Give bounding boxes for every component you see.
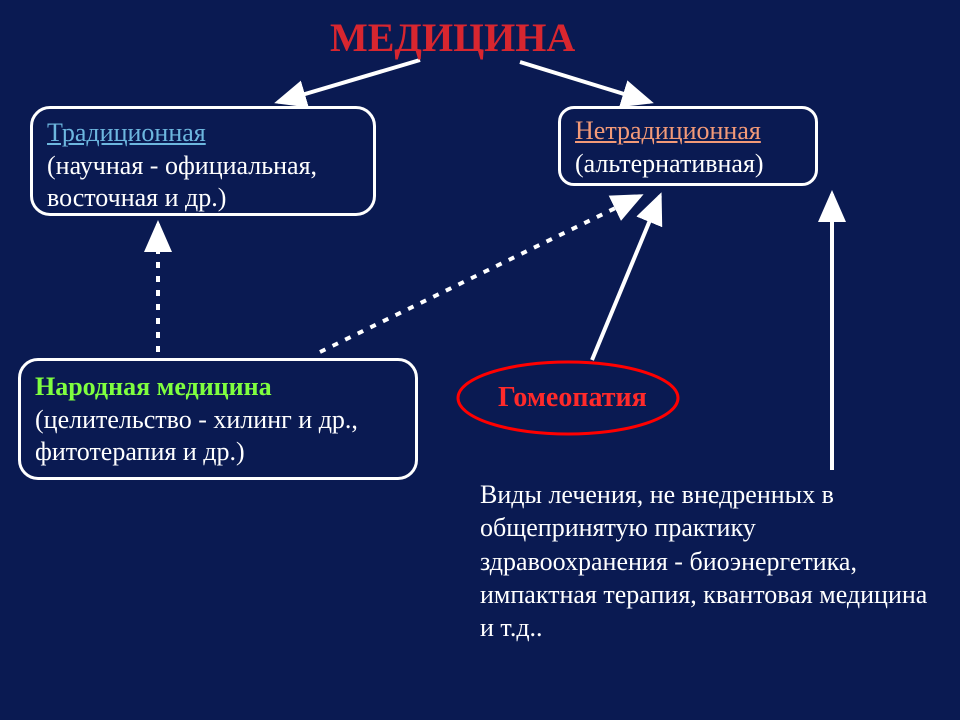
- diagram-title-text: МЕДИЦИНА: [330, 15, 575, 60]
- diagram-stage: МЕДИЦИНА Традиционная (научная - официал…: [0, 0, 960, 720]
- arrow-title-to-traditional: [278, 60, 420, 102]
- node-traditional-subtitle: (научная - официальная, восточная и др.): [47, 150, 359, 215]
- node-traditional-title: Традиционная: [47, 117, 359, 150]
- node-nontraditional: Нетрадиционная (альтернативная): [558, 106, 818, 186]
- description-text: Виды лечения, не внедренных в общепринят…: [480, 480, 927, 642]
- node-folk-title: Народная медицина: [35, 371, 401, 404]
- node-homeopathy-label: Гомеопатия: [498, 382, 647, 414]
- arrow-homeopathy-to-nontraditional: [592, 196, 660, 360]
- arrow-title-to-nontraditional: [520, 62, 650, 102]
- node-traditional: Традиционная (научная - официальная, вос…: [30, 106, 376, 216]
- homeopathy-text: Гомеопатия: [498, 382, 647, 413]
- node-nontraditional-subtitle: (альтернативная): [575, 148, 801, 181]
- description-text-block: Виды лечения, не внедренных в общепринят…: [480, 478, 930, 644]
- node-folk-subtitle: (целительство - хилинг и др., фитотерапи…: [35, 404, 401, 469]
- node-nontraditional-title: Нетрадиционная: [575, 115, 801, 148]
- node-folk-medicine: Народная медицина (целительство - хилинг…: [18, 358, 418, 480]
- diagram-title: МЕДИЦИНА: [330, 14, 575, 61]
- arrow-folk-to-nontraditional: [320, 196, 640, 352]
